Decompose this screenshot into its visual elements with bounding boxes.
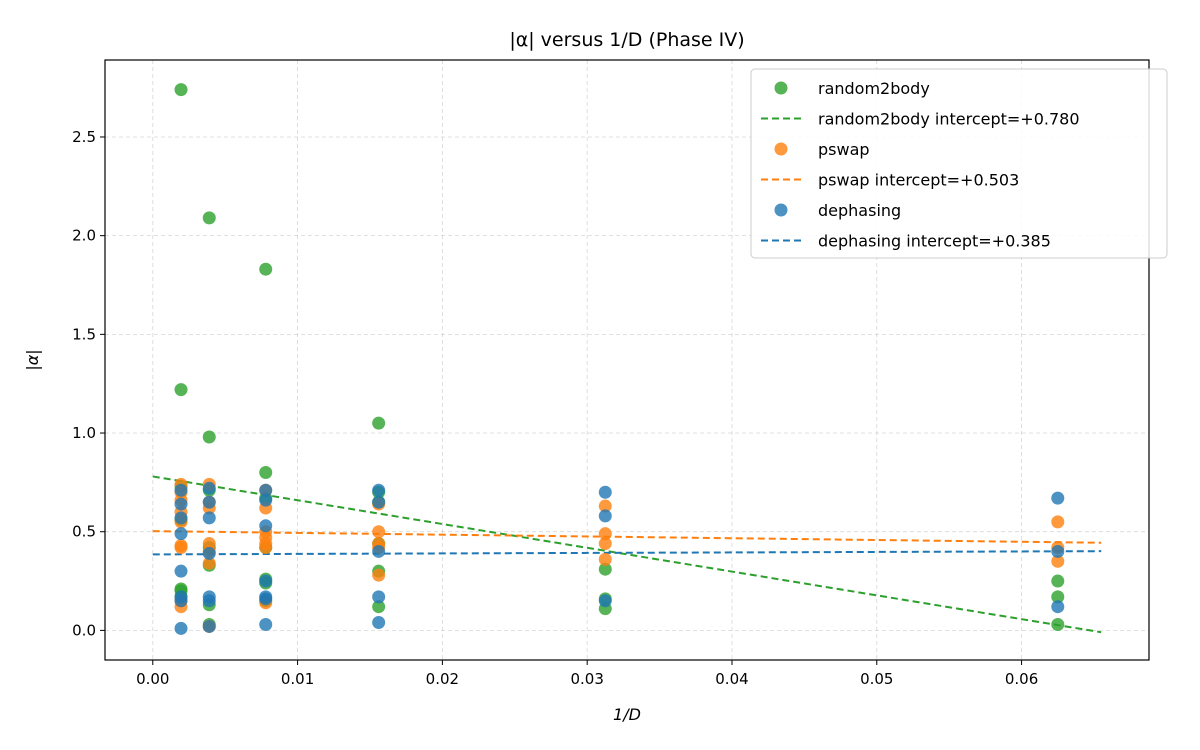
point-random2body [372, 600, 386, 614]
point-dephasing [174, 621, 188, 635]
point-random2body [598, 562, 612, 576]
point-dephasing [174, 483, 188, 497]
x-axis: 0.00 0.01 0.02 0.03 0.04 0.05 0.06 [136, 660, 1038, 688]
point-dephasing [1051, 544, 1065, 558]
y-tick-label: 2.0 [72, 227, 96, 245]
legend-label: pswap [818, 140, 870, 159]
point-pswap [1051, 554, 1065, 568]
fit-line-dephasing [152, 550, 1102, 556]
point-pswap [598, 527, 612, 541]
legend-label: random2body [818, 79, 930, 98]
point-dephasing [174, 594, 188, 608]
x-tick-label: 0.06 [1005, 670, 1038, 688]
x-tick-label: 0.05 [860, 670, 893, 688]
fit-line-pswap [152, 530, 1102, 544]
legend-marker-dephasing [774, 203, 788, 217]
point-dephasing [202, 511, 216, 525]
point-pswap [174, 541, 188, 554]
point-dephasing [259, 617, 273, 631]
legend: random2body random2body intercept=+0.780 p… [750, 68, 1168, 259]
legend-marker-pswap [774, 142, 788, 156]
point-random2body [202, 211, 216, 225]
point-random2body [1051, 574, 1065, 588]
point-pswap [259, 541, 273, 554]
point-dephasing [259, 483, 273, 497]
point-dephasing [202, 495, 216, 509]
y-tick-label: 0.0 [72, 621, 96, 639]
x-tick-label: 0.00 [136, 670, 169, 688]
point-dephasing [259, 519, 273, 533]
point-dephasing [259, 493, 273, 507]
point-dephasing [372, 495, 386, 509]
point-pswap [598, 537, 612, 551]
point-dephasing [174, 527, 188, 541]
point-random2body [1051, 617, 1065, 631]
legend-label: random2body intercept=+0.780 [818, 110, 1080, 129]
point-dephasing [1051, 491, 1065, 505]
point-pswap [598, 499, 612, 513]
x-tick-label: 0.01 [281, 670, 314, 688]
y-tick-label: 0.5 [72, 523, 96, 541]
point-random2body [259, 466, 273, 479]
point-pswap [372, 568, 386, 582]
point-dephasing [598, 594, 612, 608]
point-random2body [202, 430, 216, 444]
point-random2body [372, 416, 386, 430]
y-tick-label: 1.5 [72, 325, 96, 343]
y-tick-label: 1.0 [72, 424, 96, 442]
grid [105, 60, 1149, 660]
point-dephasing [174, 511, 188, 525]
fit-line-random2body [152, 475, 1102, 634]
point-dephasing [202, 546, 216, 560]
legend-label: dephasing [818, 201, 901, 220]
point-random2body [1051, 590, 1065, 604]
point-dephasing [174, 497, 188, 511]
point-dephasing [598, 509, 612, 523]
point-pswap [598, 552, 612, 566]
point-random2body [174, 83, 188, 97]
point-pswap [1051, 515, 1065, 529]
x-tick-label: 0.04 [715, 670, 748, 688]
x-tick-label: 0.02 [426, 670, 459, 688]
y-axis-title: |α| [23, 349, 42, 370]
point-random2body [174, 383, 188, 397]
point-dephasing [202, 619, 216, 633]
y-axis: 0.0 0.5 1.0 1.5 2.0 2.5 [72, 128, 105, 639]
point-dephasing [202, 481, 216, 495]
y-tick-label: 2.5 [72, 128, 96, 146]
fit-lines [152, 475, 1102, 634]
point-pswap [372, 525, 386, 539]
point-dephasing [372, 544, 386, 558]
point-dephasing [372, 616, 386, 629]
legend-label: dephasing intercept=+0.385 [818, 232, 1051, 251]
x-axis-title: 1/D [613, 705, 641, 724]
point-dephasing [202, 594, 216, 608]
point-dephasing [259, 574, 273, 588]
plot-frame [104, 59, 1150, 661]
point-pswap [202, 556, 216, 570]
point-dephasing [174, 564, 188, 578]
legend-label: pswap intercept=+0.503 [818, 171, 1019, 190]
point-dephasing [259, 592, 273, 606]
point-dephasing [372, 590, 386, 604]
point-dephasing [1051, 600, 1065, 614]
legend-box [750, 68, 1168, 259]
point-random2body [259, 262, 273, 276]
point-dephasing [598, 485, 612, 499]
chart-title: |α| versus 1/D (Phase IV) [509, 29, 744, 51]
point-dephasing [372, 483, 386, 497]
legend-marker-random2body [774, 81, 788, 95]
x-tick-label: 0.03 [570, 670, 603, 688]
data-points [174, 83, 1065, 635]
